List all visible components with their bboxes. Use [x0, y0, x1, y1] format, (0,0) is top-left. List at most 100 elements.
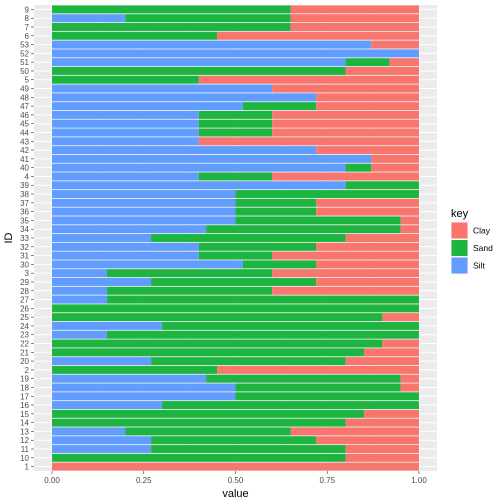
y-tick-label: 37: [20, 199, 29, 208]
bar-clay-id-51: [389, 58, 419, 67]
bar-sand-id-25: [52, 313, 383, 322]
bar-clay-id-36: [316, 207, 419, 216]
bar-clay-id-45: [272, 119, 419, 128]
y-tick-label: 8: [25, 14, 30, 23]
bar-silt-id-8: [52, 14, 126, 23]
y-tick-label: 36: [20, 208, 29, 217]
bar-clay-id-5: [198, 75, 419, 84]
y-tick-label: 21: [20, 348, 29, 357]
bar-silt-id-33: [52, 234, 152, 242]
bar-clay-id-41: [371, 154, 419, 163]
bar-clay-id-33: [345, 234, 419, 242]
bar-clay-id-11: [345, 445, 419, 453]
bar-sand-id-24: [162, 321, 419, 330]
bar-clay-id-37: [316, 198, 419, 207]
bar-sand-id-19: [206, 374, 401, 383]
bar-sand-id-5: [52, 75, 199, 84]
bar-clay-id-49: [272, 84, 419, 93]
y-tick-label: 53: [20, 41, 29, 50]
bar-clay-id-4: [272, 172, 419, 181]
y-tick-label: 28: [20, 287, 29, 296]
bar-sand-id-37: [235, 198, 317, 207]
bar-sand-id-29: [151, 278, 317, 286]
y-tick-label: 40: [20, 164, 29, 173]
bar-silt-id-32: [52, 242, 199, 251]
bar-silt-id-38: [52, 190, 236, 198]
bar-silt-id-28: [52, 286, 108, 295]
bar-sand-id-8: [125, 14, 291, 23]
y-tick-label: 42: [20, 146, 29, 155]
bar-sand-id-27: [107, 295, 420, 304]
y-tick-label: 16: [20, 401, 29, 410]
bar-silt-id-24: [52, 321, 163, 330]
bar-sand-id-28: [107, 286, 273, 295]
bar-clay-id-25: [382, 313, 419, 322]
bar-sand-id-47: [242, 102, 317, 111]
bar-sand-id-21: [52, 348, 364, 357]
bar-silt-id-11: [52, 445, 152, 453]
y-tick-label: 51: [20, 58, 29, 67]
y-tick-label: 50: [20, 67, 29, 76]
y-tick-label: 20: [20, 357, 29, 366]
y-axis-title: ID: [3, 232, 15, 243]
y-tick-label: 29: [20, 278, 29, 287]
y-tick-label: 3: [25, 269, 30, 278]
legend-label-clay: Clay: [473, 226, 491, 236]
bar-silt-id-52: [52, 49, 419, 58]
bar-clay-id-18: [400, 383, 419, 392]
bar-sand-id-36: [235, 207, 317, 216]
y-tick-label: 23: [20, 331, 29, 340]
y-tick-label: 17: [20, 392, 29, 401]
y-tick-label: 47: [20, 102, 29, 111]
bar-sand-id-23: [107, 330, 420, 339]
y-tick-label: 9: [25, 5, 30, 14]
bar-silt-id-46: [52, 110, 199, 119]
y-tick-label: 22: [20, 340, 29, 349]
bar-silt-id-49: [52, 84, 273, 93]
bar-silt-id-20: [52, 357, 152, 366]
bar-sand-id-7: [52, 23, 291, 31]
bar-silt-id-12: [52, 436, 152, 445]
bar-sand-id-17: [235, 392, 419, 401]
bar-silt-id-36: [52, 207, 236, 216]
bar-sand-id-32: [198, 242, 317, 251]
legend-label-silt: Silt: [473, 261, 485, 271]
legend-label-sand: Sand: [473, 243, 493, 253]
legend: key Clay Sand Silt: [451, 208, 493, 274]
x-tick-label: 0.00: [44, 476, 60, 485]
bar-sand-id-15: [52, 409, 364, 418]
bar-sand-id-26: [52, 304, 419, 313]
bar-silt-id-34: [52, 225, 207, 234]
y-tick-label: 33: [20, 234, 29, 243]
y-tick-label: 13: [20, 427, 29, 436]
bar-sand-id-46: [198, 110, 273, 119]
bar-sand-id-39: [345, 181, 419, 190]
y-tick-label: 35: [20, 216, 29, 225]
x-axis-title: value: [222, 488, 248, 500]
bar-sand-id-35: [235, 216, 401, 225]
bar-silt-id-30: [52, 260, 243, 269]
bar-silt-id-39: [52, 181, 346, 190]
bar-clay-id-15: [363, 409, 419, 418]
bar-clay-id-34: [400, 225, 419, 234]
y-tick-label: 41: [20, 155, 29, 164]
bar-silt-id-44: [52, 128, 199, 137]
y-tick-label: 52: [20, 49, 29, 58]
y-tick-label: 10: [20, 454, 29, 463]
bar-sand-id-18: [235, 383, 401, 392]
legend-swatch-clay: [451, 222, 468, 239]
y-tick-label: 32: [20, 243, 29, 252]
bar-clay-id-6: [217, 31, 419, 40]
bar-clay-id-20: [345, 357, 419, 366]
bar-silt-id-31: [52, 251, 199, 260]
legend-swatch-silt: [451, 257, 468, 274]
bar-clay-id-19: [400, 374, 419, 383]
x-tick-label: 0.25: [136, 476, 152, 485]
y-tick-label: 5: [25, 76, 30, 85]
bar-silt-id-4: [52, 172, 199, 181]
y-tick-label: 11: [21, 445, 30, 454]
bar-silt-id-47: [52, 102, 243, 111]
y-tick-label: 39: [20, 181, 29, 190]
bar-silt-id-29: [52, 278, 152, 286]
